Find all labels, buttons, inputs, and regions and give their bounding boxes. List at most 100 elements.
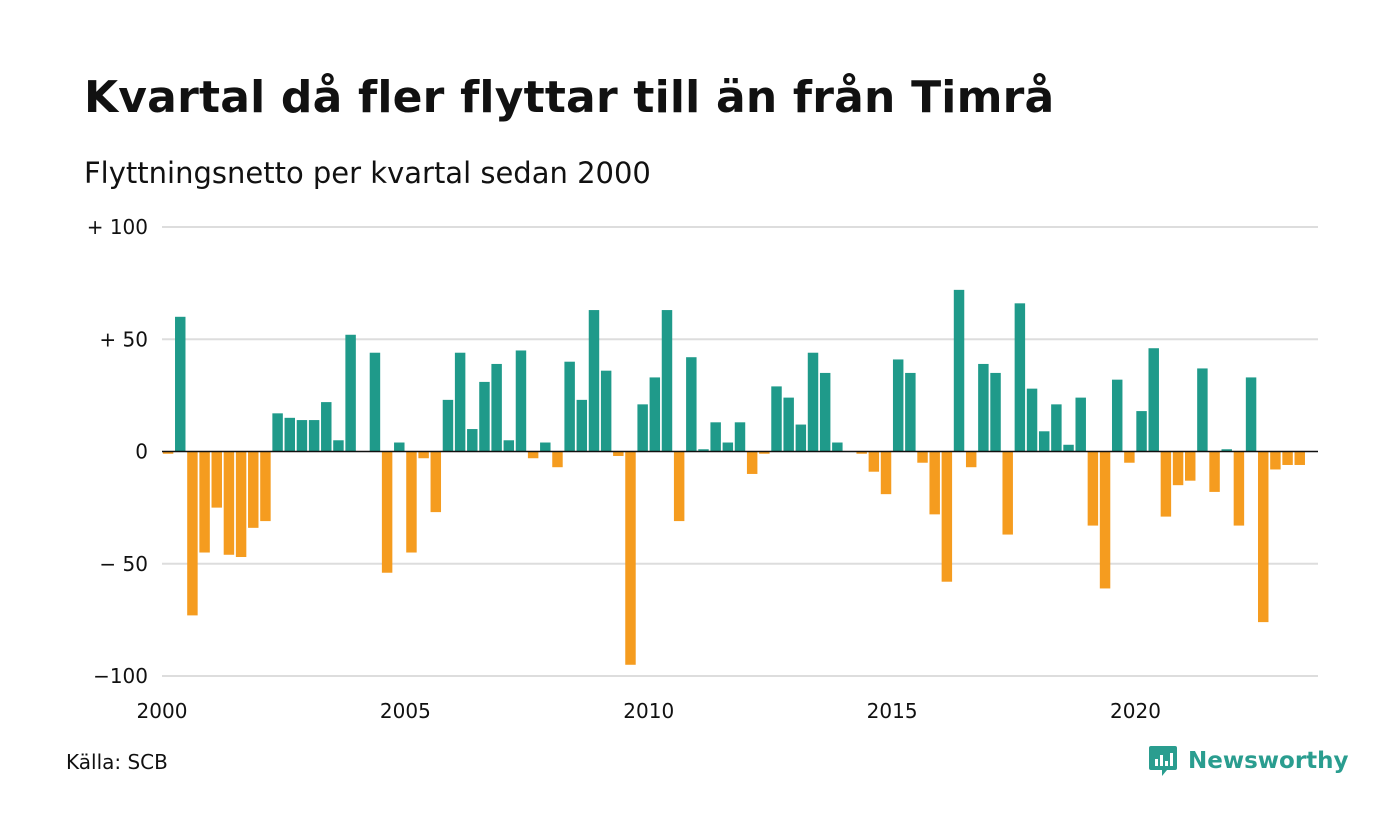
bar: [832, 442, 843, 452]
bar: [211, 451, 222, 508]
bar: [941, 451, 953, 582]
bar: [1282, 451, 1293, 465]
bar: [1099, 451, 1111, 589]
bar: [321, 402, 332, 452]
bar: [296, 420, 308, 452]
chart-subtitle: Flyttningsnetto per kvartal sedan 2000: [84, 156, 651, 190]
bar: [698, 449, 709, 452]
x-tick-label: 2015: [867, 699, 918, 723]
bar: [162, 451, 174, 454]
y-tick-label: 0: [135, 440, 148, 464]
bar: [503, 440, 515, 452]
bar: [1026, 388, 1038, 452]
bar: [187, 451, 198, 616]
bar: [345, 334, 356, 452]
brand-name: Newsworthy: [1188, 748, 1349, 774]
bar: [199, 451, 210, 553]
bar: [1111, 379, 1123, 452]
bar: [1270, 451, 1281, 470]
bar: [673, 451, 685, 522]
bar: [1233, 451, 1245, 526]
bar: [540, 442, 551, 452]
bar: [1124, 451, 1135, 463]
bar: [905, 372, 916, 452]
bar: [1172, 451, 1184, 486]
bar: [613, 451, 624, 456]
bar: [771, 386, 782, 452]
bar: [1136, 411, 1147, 452]
bar: [1087, 451, 1099, 526]
bar: [819, 372, 831, 452]
y-tick-label: − 50: [99, 552, 148, 576]
bar: [406, 451, 417, 553]
bar: [892, 359, 904, 452]
bar: [175, 316, 186, 452]
bar: [454, 352, 466, 452]
bar: [990, 372, 1001, 452]
x-tick-label: 2020: [1110, 699, 1161, 723]
bar: [588, 310, 600, 452]
bar: [637, 404, 648, 452]
bar: [1051, 404, 1062, 452]
bar: [978, 363, 989, 452]
bar: [418, 451, 429, 459]
bar: [686, 357, 697, 452]
y-tick-label: + 50: [99, 327, 148, 351]
bar: [1294, 451, 1305, 465]
bar: [649, 377, 661, 452]
bar: [1148, 348, 1159, 452]
bar: [1063, 444, 1074, 452]
bar: [807, 352, 819, 452]
bar: [430, 451, 442, 513]
bar: [369, 352, 381, 452]
bar: [284, 417, 296, 452]
source-note: Källa: SCB: [66, 750, 168, 774]
bar: [1075, 397, 1086, 452]
brand-logo: Newsworthy: [1148, 744, 1349, 778]
bar: [576, 399, 588, 452]
bar: [1245, 377, 1257, 452]
bar: [515, 350, 527, 452]
bar: [248, 451, 259, 528]
bar: [880, 451, 892, 495]
bar: [759, 451, 770, 454]
newsworthy-logo-icon: [1149, 746, 1177, 776]
bar: [223, 451, 235, 555]
bar: [333, 440, 344, 452]
bar: [661, 310, 673, 452]
bar: [600, 370, 612, 452]
x-tick-label: 2005: [380, 699, 431, 723]
x-tick-label: 2010: [623, 699, 674, 723]
bar: [710, 422, 721, 452]
bar: [235, 451, 247, 558]
bar: [308, 420, 320, 452]
bar: [1038, 431, 1050, 452]
bar: [917, 451, 928, 463]
bar: [1221, 449, 1232, 452]
bar: [1014, 303, 1026, 452]
x-tick-label: 2000: [137, 699, 188, 723]
bar: [552, 451, 563, 468]
bar: [856, 451, 867, 454]
bar: [1197, 368, 1208, 452]
bar: [746, 451, 758, 474]
bar: [260, 451, 271, 522]
bar: [783, 397, 794, 452]
bar: [722, 442, 734, 452]
bar: [734, 422, 746, 452]
bar: [479, 381, 490, 452]
bar: [381, 451, 393, 573]
chart-title: Kvartal då fler flyttar till än från Tim…: [84, 72, 1055, 123]
bar: [1002, 451, 1013, 535]
y-tick-label: −100: [93, 664, 148, 688]
bar: [527, 451, 539, 459]
bar: [1184, 451, 1196, 481]
bar: [965, 451, 977, 468]
y-tick-label: + 100: [87, 215, 148, 239]
bar: [1160, 451, 1172, 517]
bar: [467, 429, 478, 452]
bar: [795, 424, 807, 452]
bar: [491, 363, 502, 452]
bar: [868, 451, 880, 472]
